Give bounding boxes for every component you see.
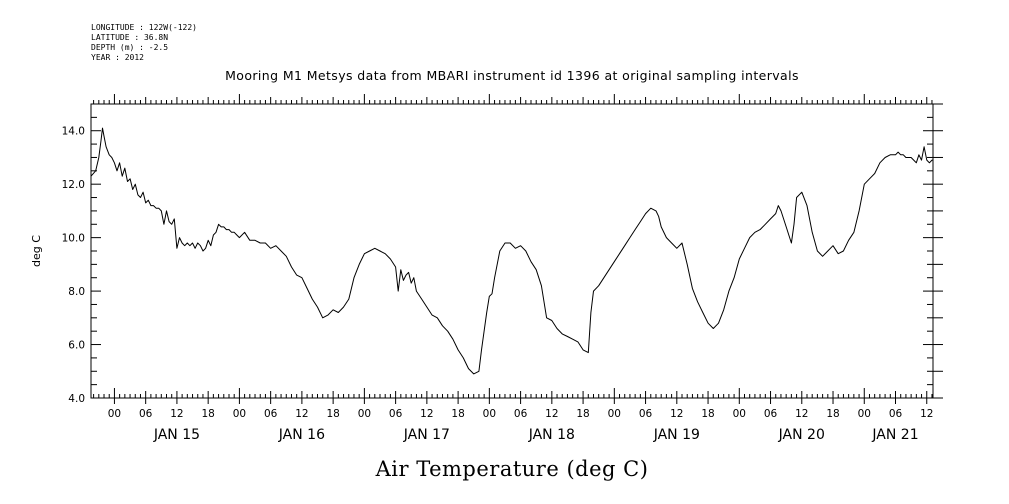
x-day-label: JAN 18 [528, 427, 575, 443]
x-hour-label: 18 [326, 408, 339, 420]
x-hour-label: 06 [264, 408, 278, 420]
x-hour-label: 06 [389, 408, 403, 420]
y-tick-label: 14.0 [62, 126, 85, 138]
meta-depth: DEPTH (m) : -2.5 [91, 43, 168, 52]
y-axis-label: deg C [30, 235, 43, 267]
y-tick-label: 8.0 [68, 286, 85, 298]
y-axis-ticks: 4.0 6.0 8.0 10.0 12.0 14.0 [62, 103, 943, 405]
x-hour-label: 06 [889, 408, 903, 420]
x-day-label: JAN 19 [653, 427, 700, 443]
x-hour-label: 00 [858, 408, 871, 420]
x-hour-label: 12 [420, 408, 433, 420]
x-hour-label: 18 [576, 408, 589, 420]
x-hour-label: 12 [920, 408, 933, 420]
x-day-label: JAN 17 [403, 427, 450, 443]
x-hour-label: 12 [670, 408, 683, 420]
chart-title: Mooring M1 Metsys data from MBARI instru… [225, 68, 799, 83]
y-tick-label: 4.0 [68, 393, 85, 405]
x-day-label: JAN 21 [871, 427, 918, 443]
x-hour-label: 00 [108, 408, 121, 420]
meta-year: YEAR : 2012 [91, 53, 144, 62]
plot-frame [90, 103, 934, 399]
x-hour-label: 12 [295, 408, 308, 420]
x-hour-label: 06 [514, 408, 528, 420]
x-hour-label: 12 [170, 408, 183, 420]
x-hour-label: 18 [201, 408, 214, 420]
meta-latitude: LATITUDE : 36.8N [91, 33, 168, 42]
x-day-label: JAN 16 [278, 427, 325, 443]
y-tick-label: 6.0 [68, 340, 85, 352]
x-hour-label: 06 [764, 408, 778, 420]
x-hour-label: 18 [826, 408, 839, 420]
x-axis-label: Air Temperature (deg C) [375, 457, 649, 481]
meta-longitude: LONGITUDE : 122W(-122) [91, 23, 197, 32]
series-line-air-temperature [90, 127, 933, 375]
x-hour-label: 00 [483, 408, 496, 420]
x-day-label: JAN 15 [153, 427, 200, 443]
x-hour-label: 00 [358, 408, 371, 420]
series-group [90, 127, 933, 375]
y-tick-label: 12.0 [62, 179, 85, 191]
x-hour-label: 00 [608, 408, 621, 420]
x-axis-ticks: 00 06 12 18 00 06 12 18 00 06 12 18 00 06 12 18 00 06 12 18… [93, 94, 933, 443]
x-day-label: JAN 20 [778, 427, 825, 443]
x-hour-label: 18 [451, 408, 464, 420]
x-hour-label: 00 [233, 408, 246, 420]
x-hour-label: 12 [795, 408, 808, 420]
x-hour-label: 18 [701, 408, 714, 420]
y-tick-label: 10.0 [62, 233, 85, 245]
x-hour-label: 06 [139, 408, 153, 420]
x-hour-label: 12 [545, 408, 558, 420]
x-hour-label: 06 [639, 408, 653, 420]
x-hour-label: 00 [733, 408, 746, 420]
metadata-block: LONGITUDE : 122W(-122) LATITUDE : 36.8N … [91, 23, 197, 62]
